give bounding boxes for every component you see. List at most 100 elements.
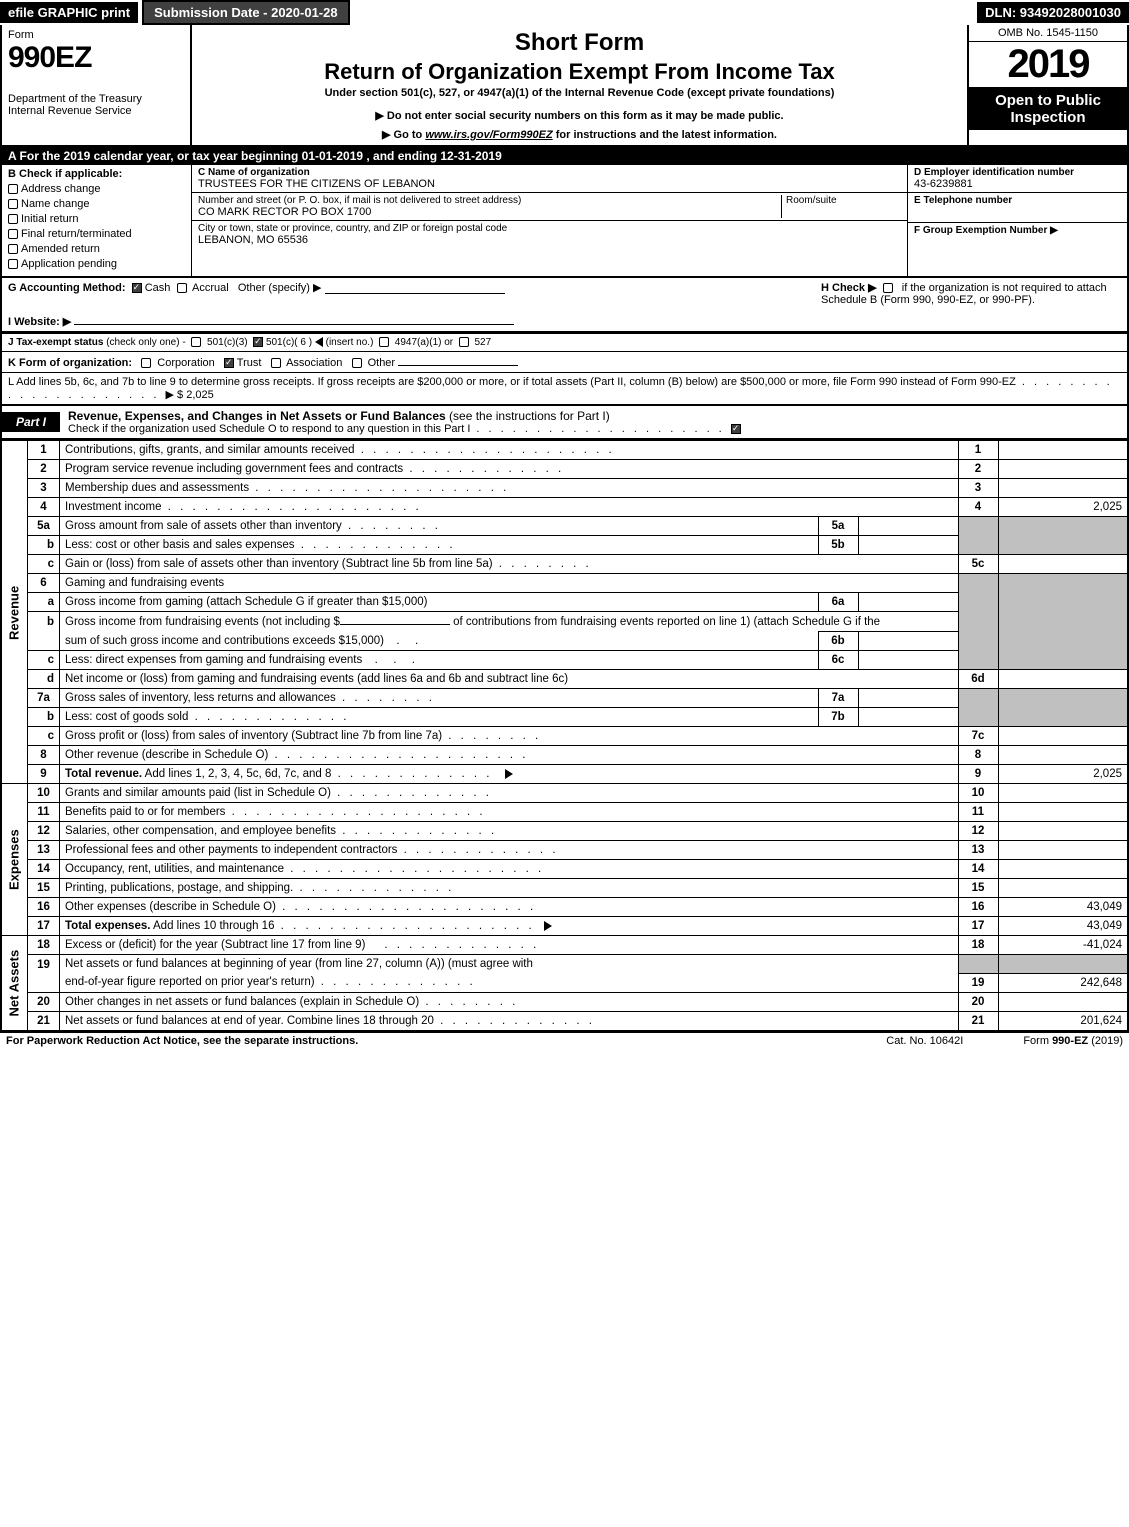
part-1-table: Revenue 1 Contributions, gifts, grants, … [0, 440, 1129, 1031]
line-5b-sub: 5b [818, 536, 858, 555]
line-1-desc: Contributions, gifts, grants, and simila… [60, 441, 959, 460]
line-1-val [998, 441, 1128, 460]
line-17-num: 17 [28, 917, 60, 936]
dept-treasury: Department of the Treasury [8, 93, 184, 105]
schedule-b-checkbox[interactable] [883, 283, 893, 293]
goto-line: ▶ Go to www.irs.gov/Form990EZ for instru… [200, 128, 959, 141]
line-18-num: 18 [28, 936, 60, 955]
line-17-box: 17 [958, 917, 998, 936]
section-b-title: B Check if applicable: [8, 168, 185, 180]
line-6d-box: 6d [958, 670, 998, 689]
527-checkbox[interactable] [459, 337, 469, 347]
check-amended-return[interactable]: Amended return [8, 243, 185, 255]
check-application-pending[interactable]: Application pending [8, 258, 185, 270]
accrual-checkbox[interactable] [177, 283, 187, 293]
line-16-num: 16 [28, 898, 60, 917]
line-19-desc-a: Net assets or fund balances at beginning… [60, 955, 959, 974]
line-13-box: 13 [958, 841, 998, 860]
part-1-header: Part I Revenue, Expenses, and Changes in… [0, 406, 1129, 440]
line-11-box: 11 [958, 803, 998, 822]
check-name-change[interactable]: Name change [8, 198, 185, 210]
website-blank[interactable] [74, 314, 514, 325]
line-1-box: 1 [958, 441, 998, 460]
line-6b-sub: 6b [818, 632, 858, 651]
line-7a-sub: 7a [818, 689, 858, 708]
other-checkbox[interactable] [352, 358, 362, 368]
line-15-num: 15 [28, 879, 60, 898]
line-6b-num: b [28, 612, 60, 651]
line-7c-val [998, 727, 1128, 746]
assoc-checkbox[interactable] [271, 358, 281, 368]
check-initial-return[interactable]: Initial return [8, 213, 185, 225]
line-6b-desc1: Gross income from fundraising events (no… [60, 612, 959, 632]
line-6b-subval [858, 632, 958, 651]
line-5c-num: c [28, 555, 60, 574]
501c3-checkbox[interactable] [191, 337, 201, 347]
line-8-box: 8 [958, 746, 998, 765]
line-5a-desc: Gross amount from sale of assets other t… [60, 517, 819, 536]
line-6a-subval [858, 593, 958, 612]
corp-checkbox[interactable] [141, 358, 151, 368]
header-right: OMB No. 1545-1150 2019 Open to Public In… [967, 25, 1127, 145]
line-4-desc: Investment income [60, 498, 959, 517]
check-final-return[interactable]: Final return/terminated [8, 228, 185, 240]
line-18-box: 18 [958, 936, 998, 955]
triangle-left-icon [315, 337, 323, 347]
line-6d-desc: Net income or (loss) from gaming and fun… [60, 670, 959, 689]
form-header: Form 990EZ Department of the Treasury In… [0, 25, 1129, 147]
section-h: H Check ▶ if the organization is not req… [821, 281, 1121, 306]
other-org-blank[interactable] [398, 355, 518, 366]
line-16-val: 43,049 [998, 898, 1128, 917]
line-19-box: 19 [958, 973, 998, 992]
line-9-num: 9 [28, 765, 60, 784]
line-6a-desc: Gross income from gaming (attach Schedul… [60, 593, 819, 612]
line-4-box: 4 [958, 498, 998, 517]
line-8-num: 8 [28, 746, 60, 765]
line-7c-desc: Gross profit or (loss) from sales of inv… [60, 727, 959, 746]
section-j: J Tax-exempt status (check only one) - 5… [0, 333, 1129, 351]
open-to-public: Open to Public Inspection [969, 87, 1127, 130]
4947-checkbox[interactable] [379, 337, 389, 347]
expenses-side-label: Expenses [1, 784, 28, 936]
trust-checked-icon [224, 358, 234, 368]
line-12-num: 12 [28, 822, 60, 841]
under-section: Under section 501(c), 527, or 4947(a)(1)… [200, 87, 959, 99]
irs-link[interactable]: www.irs.gov/Form990EZ [425, 129, 552, 141]
line-18-desc: Excess or (deficit) for the year (Subtra… [60, 936, 959, 955]
grey-19v [998, 955, 1128, 974]
info-block: B Check if applicable: Address change Na… [0, 165, 1129, 278]
line-5b-desc: Less: cost or other basis and sales expe… [60, 536, 819, 555]
501c-checked-icon [253, 337, 263, 347]
line-3-box: 3 [958, 479, 998, 498]
grey-5v [998, 517, 1128, 555]
ein-value: 43-6239881 [914, 178, 1121, 190]
check-address-change[interactable]: Address change [8, 183, 185, 195]
irs-label: Internal Revenue Service [8, 105, 184, 117]
street-label: Number and street (or P. O. box, if mail… [198, 195, 781, 206]
line-7c-num: c [28, 727, 60, 746]
efile-print-label[interactable]: efile GRAPHIC print [0, 2, 138, 23]
line-5c-val [998, 555, 1128, 574]
submission-date: Submission Date - 2020-01-28 [142, 0, 350, 25]
part-1-tag: Part I [2, 412, 60, 432]
line-5a-num: 5a [28, 517, 60, 536]
line-16-box: 16 [958, 898, 998, 917]
line-7a-subval [858, 689, 958, 708]
line-17-val: 43,049 [998, 917, 1128, 936]
phone-label: E Telephone number [914, 195, 1121, 206]
line-5b-subval [858, 536, 958, 555]
page-footer: For Paperwork Reduction Act Notice, see … [0, 1031, 1129, 1049]
form-footer-ref: Form 990-EZ (2019) [1023, 1035, 1123, 1047]
line-13-desc: Professional fees and other payments to … [60, 841, 959, 860]
line-17-desc: Total expenses. Add lines 10 through 16 [60, 917, 959, 936]
group-exemption-label: F Group Exemption Number ▶ [914, 225, 1121, 236]
top-bar: efile GRAPHIC print Submission Date - 20… [0, 0, 1129, 25]
other-specify-blank[interactable] [325, 283, 505, 294]
line-2-num: 2 [28, 460, 60, 479]
line-6d-val [998, 670, 1128, 689]
line-21-val: 201,624 [998, 1011, 1128, 1030]
line-11-val [998, 803, 1128, 822]
part-1-title: Revenue, Expenses, and Changes in Net As… [60, 406, 1127, 438]
header-left: Form 990EZ Department of the Treasury In… [2, 25, 192, 145]
line-20-val [998, 992, 1128, 1011]
